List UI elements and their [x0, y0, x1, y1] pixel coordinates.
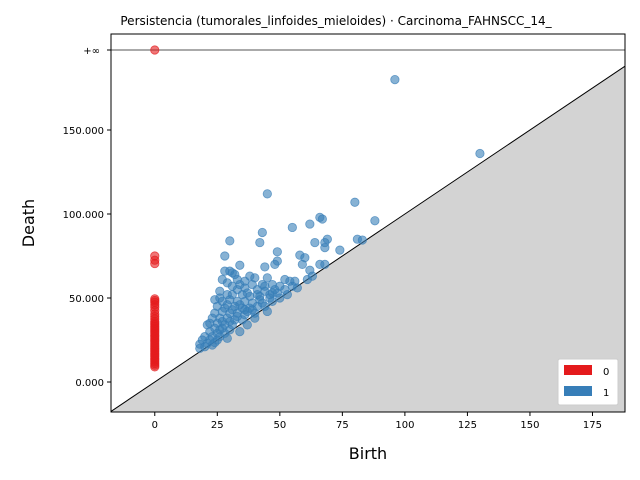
- point-series-1-17: [320, 243, 330, 253]
- x-tick-label-0: 0: [152, 420, 158, 431]
- point-series-1-6: [370, 216, 380, 226]
- point-series-1-113: [275, 293, 285, 303]
- point-series-1-15: [310, 237, 320, 248]
- point-series-1-43: [302, 274, 312, 285]
- point-series-1-106: [200, 342, 210, 352]
- legend: 0 1: [557, 358, 619, 406]
- point-series-1-13: [225, 236, 235, 246]
- point-series-0-3: [150, 258, 160, 269]
- y-tick-label-1: 50.000: [69, 294, 104, 305]
- point-series-1-25: [320, 259, 330, 269]
- x-tick-label-7: 175: [583, 420, 602, 431]
- x-tick-label-6: 150: [520, 420, 539, 431]
- diagonal-line: [110, 65, 626, 412]
- point-series-1-12: [357, 235, 367, 245]
- legend-swatch-0: [564, 365, 592, 375]
- x-axis-label: Birth: [349, 444, 387, 463]
- y-axis-label: Death: [19, 199, 38, 247]
- point-series-1-5: [317, 214, 327, 224]
- chart-title: Persistencia (tumorales_linfoides_mieloi…: [120, 14, 552, 28]
- point-series-0-0: [150, 45, 160, 55]
- point-series-1-39: [262, 273, 272, 283]
- point-series-1-130: [227, 305, 237, 315]
- point-series-1-138: [247, 305, 257, 315]
- point-series-1-3: [350, 197, 360, 207]
- point-series-1-19: [272, 247, 282, 257]
- point-series-1-125: [232, 274, 242, 285]
- point-series-1-140: [260, 281, 270, 291]
- point-series-1-22: [220, 251, 230, 261]
- point-series-1-120: [292, 283, 302, 293]
- x-tick-label-2: 50: [273, 420, 286, 431]
- y-tick-label-3: 150.000: [63, 126, 104, 137]
- point-series-1-26: [297, 259, 307, 269]
- point-series-0-40: [150, 362, 160, 372]
- point-series-1-0: [390, 75, 400, 85]
- point-series-1-2: [262, 189, 272, 199]
- point-series-1-28: [235, 260, 245, 270]
- y-axis: 0.000 50.000 100.000 150.000: [63, 49, 111, 389]
- plot-area: [110, 33, 626, 413]
- point-series-1-124: [222, 278, 232, 288]
- legend-label-0: 0: [603, 367, 609, 378]
- point-series-1-126: [242, 288, 252, 298]
- point-series-1-1: [475, 148, 485, 159]
- point-series-1-9: [257, 227, 267, 238]
- point-series-1-117: [247, 279, 257, 290]
- point-series-1-8: [287, 222, 297, 233]
- legend-label-1: 1: [603, 388, 609, 399]
- data-points: [150, 45, 485, 372]
- point-series-1-112: [262, 306, 272, 317]
- point-series-1-122: [240, 276, 250, 286]
- point-series-1-110: [242, 320, 252, 330]
- point-series-1-108: [222, 333, 232, 343]
- x-tick-label-3: 75: [336, 420, 349, 431]
- x-tick-label-5: 125: [458, 420, 477, 431]
- plot-frame: [110, 33, 626, 413]
- point-series-1-141: [267, 288, 277, 298]
- x-tick-label-4: 100: [395, 420, 414, 431]
- legend-swatch-1: [564, 386, 592, 396]
- point-series-1-139: [252, 290, 262, 300]
- point-series-1-107: [210, 337, 220, 348]
- point-series-1-114: [280, 284, 290, 295]
- x-tick-label-1: 25: [211, 420, 224, 431]
- infinity-label: +∞: [83, 46, 100, 57]
- point-series-1-14: [255, 237, 265, 248]
- x-axis: 0 25 50 75 100 125 150 175: [152, 412, 602, 431]
- y-tick-label-2: 100.000: [63, 210, 104, 221]
- point-series-1-135: [225, 316, 235, 327]
- y-tick-label-0: 0.000: [75, 378, 104, 389]
- point-series-1-18: [335, 245, 345, 255]
- point-series-1-109: [235, 326, 245, 337]
- point-series-1-7: [305, 219, 315, 229]
- point-series-1-111: [250, 313, 260, 323]
- point-series-1-133: [215, 325, 225, 335]
- point-series-1-27: [270, 259, 280, 269]
- point-series-1-136: [232, 311, 242, 322]
- point-series-1-29: [260, 262, 270, 272]
- point-series-1-128: [215, 293, 225, 303]
